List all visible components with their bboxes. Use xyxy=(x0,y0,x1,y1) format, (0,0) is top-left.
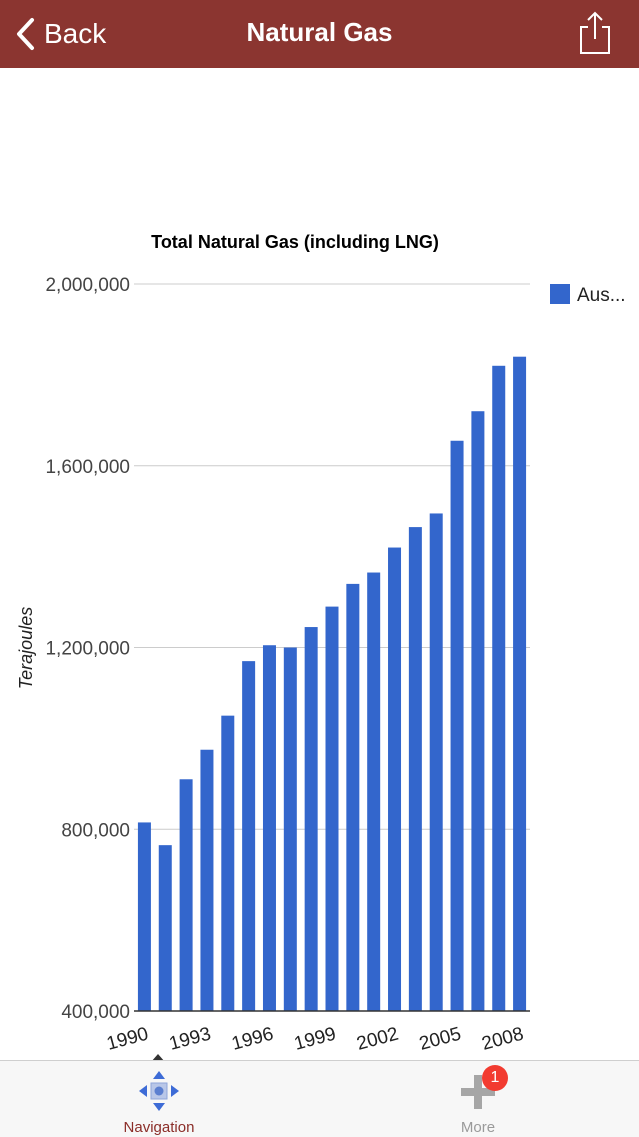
navigation-bar: Back Natural Gas xyxy=(0,0,639,68)
y-axis-label: Terajoules xyxy=(16,607,36,689)
x-tick-label: 2002 xyxy=(355,1024,401,1055)
bar-1998[interactable] xyxy=(304,627,318,1011)
legend-label: Aus... xyxy=(577,285,626,306)
plus-icon: 1 xyxy=(456,1065,508,1113)
bar-1995[interactable] xyxy=(242,661,256,1011)
x-tick-label: 2008 xyxy=(480,1024,526,1055)
bar-1996[interactable] xyxy=(262,645,276,1011)
x-tick-label: 1990 xyxy=(104,1024,150,1055)
chart-container: Total Natural Gas (including LNG) Terajo… xyxy=(0,68,639,1060)
bar-2004[interactable] xyxy=(429,513,443,1011)
x-tick-label: 1999 xyxy=(292,1024,338,1055)
chevron-left-icon xyxy=(17,18,34,50)
bar-1997[interactable] xyxy=(283,647,297,1012)
legend-swatch xyxy=(550,284,570,304)
back-label: Back xyxy=(44,18,107,49)
legend[interactable]: Aus... xyxy=(550,284,626,306)
tab-navigation[interactable]: Navigation xyxy=(79,1061,239,1137)
tab-more-label: More xyxy=(460,1119,496,1136)
notification-badge: 1 xyxy=(482,1065,508,1091)
back-button[interactable]: Back xyxy=(14,14,106,54)
share-icon xyxy=(580,11,610,54)
bar-1993[interactable] xyxy=(200,749,214,1011)
bar-chart[interactable]: Total Natural Gas (including LNG) Terajo… xyxy=(0,68,639,1060)
y-tick-label: 1,600,000 xyxy=(45,457,130,478)
y-tick-label: 800,000 xyxy=(61,820,130,841)
bar-2000[interactable] xyxy=(346,583,360,1011)
share-button[interactable] xyxy=(577,10,613,56)
bar-2007[interactable] xyxy=(492,365,506,1012)
x-tick-label: 1996 xyxy=(229,1024,275,1055)
scroll-indicator-icon xyxy=(152,1054,164,1060)
tab-navigation-label: Navigation xyxy=(123,1119,195,1136)
x-tick-label: 1993 xyxy=(167,1024,213,1055)
tab-more[interactable]: 1 More xyxy=(398,1061,558,1137)
y-tick-label: 2,000,000 xyxy=(45,275,130,296)
bar-1992[interactable] xyxy=(179,779,193,1011)
tab-bar: Navigation 1 More xyxy=(0,1060,639,1137)
bar-1991[interactable] xyxy=(158,845,172,1011)
bar-2001[interactable] xyxy=(367,572,381,1011)
navigation-icon xyxy=(137,1069,181,1113)
chart-title: Total Natural Gas (including LNG) xyxy=(151,232,439,252)
bar-2008[interactable] xyxy=(513,356,527,1011)
bar-1990[interactable] xyxy=(137,822,151,1011)
bar-2005[interactable] xyxy=(450,440,464,1011)
y-tick-label: 1,200,000 xyxy=(45,639,130,660)
x-tick-label: 2005 xyxy=(417,1024,463,1055)
bar-2003[interactable] xyxy=(408,527,422,1011)
bar-2006[interactable] xyxy=(471,411,485,1012)
y-tick-label: 400,000 xyxy=(61,1002,130,1023)
bar-2002[interactable] xyxy=(388,547,402,1011)
bar-1999[interactable] xyxy=(325,606,339,1011)
bar-1994[interactable] xyxy=(221,715,235,1011)
